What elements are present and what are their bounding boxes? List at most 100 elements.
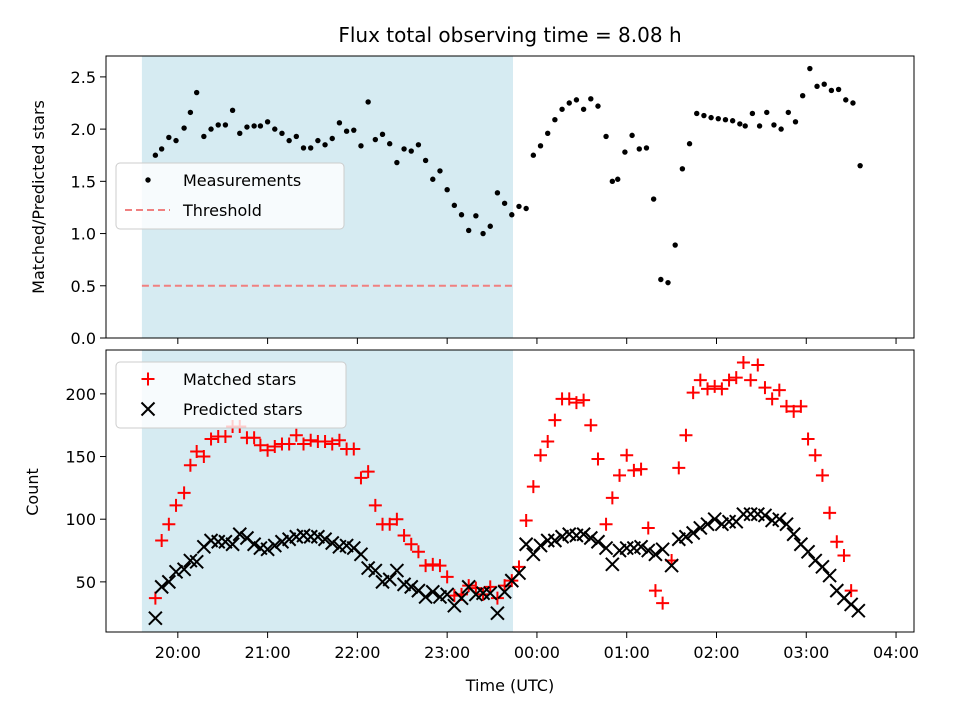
measurement-point — [749, 110, 756, 117]
measurement-point — [650, 196, 657, 202]
predicted-star-point — [641, 543, 656, 558]
measurement-point — [201, 133, 207, 140]
predicted-star-point — [483, 585, 498, 601]
predicted-star-point — [439, 587, 455, 602]
matched-star-point — [411, 545, 425, 559]
measurement-point — [422, 157, 429, 164]
predicted-star-point — [655, 542, 670, 557]
matched-star-point — [701, 382, 715, 396]
matched-star-point — [787, 404, 801, 418]
matched-star-point — [397, 528, 411, 542]
predicted-star-point — [148, 611, 163, 626]
matched-star-point — [648, 584, 662, 598]
x-tick-label: 23:00 — [424, 643, 470, 662]
predicted-star-point — [404, 579, 419, 595]
measurement-point — [386, 141, 393, 147]
measurement-point — [494, 190, 501, 196]
measurement-point — [857, 162, 863, 169]
matched-star-point — [183, 458, 197, 472]
measurement-point — [530, 152, 537, 158]
measurement-point — [603, 133, 609, 140]
matched-star-point — [808, 448, 822, 462]
matched-star-point — [686, 386, 700, 400]
predicted-star-point — [693, 520, 708, 536]
x-tick-label: 20:00 — [155, 643, 201, 662]
predicted-star-point — [786, 527, 801, 542]
measurement-point — [444, 186, 450, 193]
measurement-point — [737, 121, 743, 127]
predicted-star-point — [590, 534, 606, 549]
matched-star-point — [162, 517, 176, 531]
measurement-point — [573, 97, 580, 103]
measurement-point — [665, 279, 671, 286]
measurement-point — [807, 65, 813, 72]
measurement-point — [566, 100, 572, 106]
measurement-point — [237, 130, 243, 136]
predicted-star-point — [757, 508, 773, 523]
matched-star-point — [526, 480, 540, 494]
predicted-star-point — [154, 579, 169, 595]
predicted-star-point — [815, 559, 830, 575]
measurement-point — [343, 128, 350, 134]
predicted-star-point — [490, 605, 505, 621]
measurement-point — [222, 122, 229, 128]
measurement-point — [729, 118, 736, 124]
measurement-point — [708, 114, 714, 121]
x-axis-label: Time (UTC) — [465, 676, 554, 695]
matched-star-point — [519, 513, 533, 527]
predicted-star-point — [598, 540, 614, 556]
predicted-star-point — [418, 589, 433, 605]
predicted-star-point — [619, 540, 634, 556]
measurement-point — [672, 242, 678, 248]
measurement-point — [372, 136, 379, 143]
measurement-point — [828, 87, 835, 94]
top-y-ticks: 0.0 0.5 1.0 1.5 2.0 2.5 — [71, 68, 106, 348]
matched-star-point — [844, 584, 858, 598]
predicted-star-point — [605, 557, 620, 572]
predicted-star-point — [664, 558, 679, 573]
predicted-star-point — [822, 568, 837, 583]
matched-star-point — [584, 418, 598, 432]
predicted-star-point — [232, 527, 247, 542]
matched-star-point — [289, 428, 303, 442]
measurement-point — [785, 109, 792, 116]
matched-star-point — [708, 379, 722, 393]
matched-star-point — [641, 521, 655, 535]
matched-star-point — [758, 381, 772, 395]
measurement-point — [279, 130, 285, 136]
matched-star-point — [794, 399, 808, 413]
matched-star-point — [169, 498, 183, 512]
matched-star-point — [426, 557, 440, 571]
measurement-point — [580, 106, 587, 112]
matched-star-point — [247, 431, 261, 445]
predicted-star-point — [736, 506, 751, 522]
predicted-star-point — [678, 529, 694, 544]
measurement-point — [181, 125, 187, 131]
measurement-point — [588, 96, 594, 102]
matched-star-point — [620, 448, 634, 462]
matched-star-point — [569, 396, 583, 410]
measurement-point — [516, 203, 522, 210]
matched-star-point — [605, 491, 619, 505]
legend-predicted-marker — [140, 401, 156, 417]
y-tick-label: 2.5 — [71, 68, 96, 87]
predicted-star-point — [576, 527, 591, 542]
matched-star-point — [261, 443, 275, 457]
measurement-point — [166, 134, 172, 141]
matched-star-point — [751, 358, 765, 372]
predicted-star-point — [851, 603, 866, 618]
measurement-point — [315, 137, 321, 144]
predicted-star-point — [633, 539, 649, 554]
measurement-point — [264, 119, 271, 125]
matched-star-point — [627, 463, 641, 477]
measurement-point — [764, 109, 770, 116]
measurement-point — [229, 107, 236, 114]
matched-star-point — [679, 428, 693, 442]
measurement-point — [658, 276, 664, 283]
y-tick-label: 0.5 — [71, 277, 96, 296]
matched-star-point — [469, 581, 483, 595]
chart-title: Flux total observing time = 8.08 h — [338, 23, 681, 47]
matched-star-point — [837, 549, 851, 563]
y-tick-label: 2.0 — [71, 120, 96, 139]
measurement-point — [701, 112, 707, 119]
